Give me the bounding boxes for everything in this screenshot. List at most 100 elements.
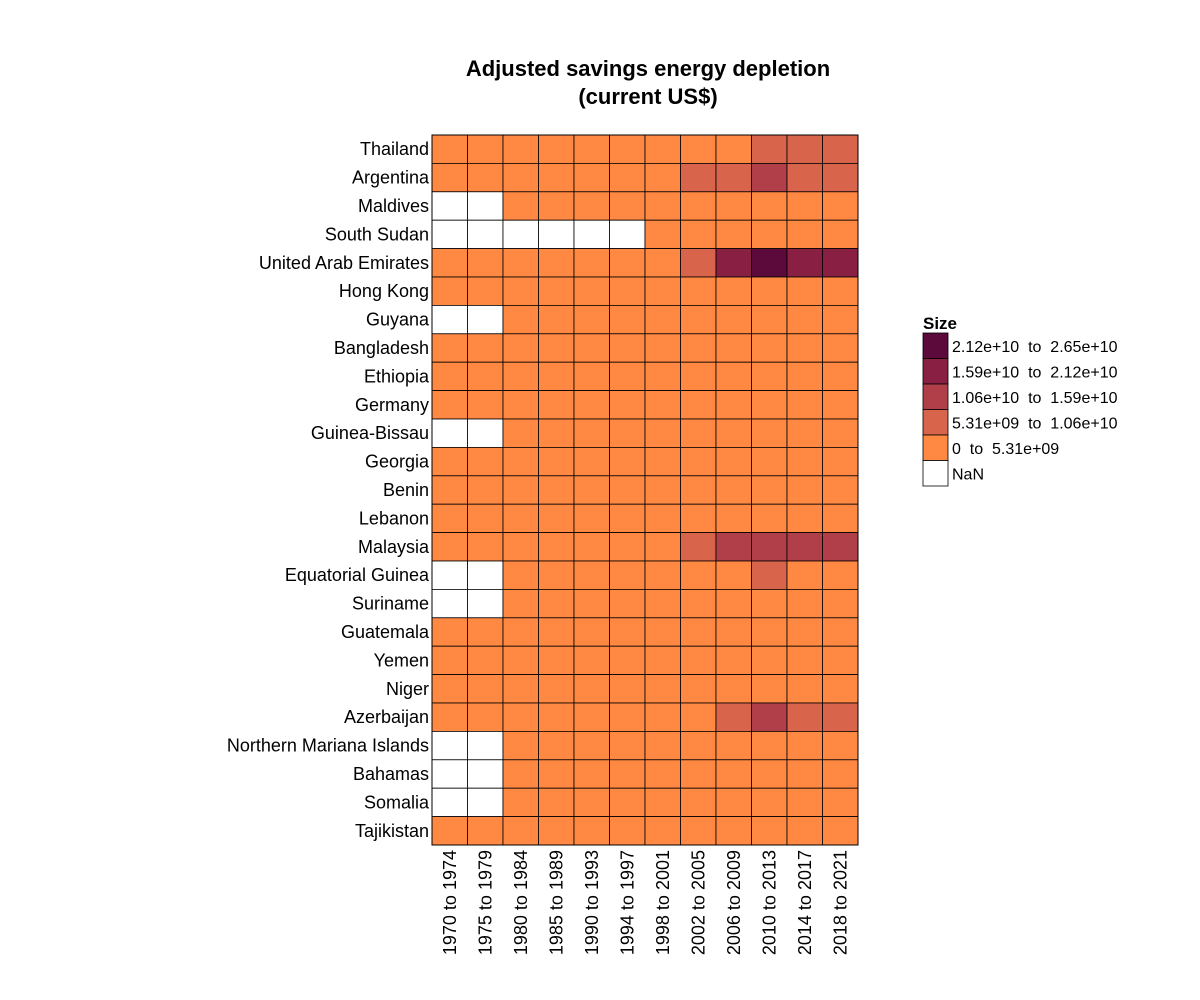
heatmap-cell <box>822 532 859 562</box>
heatmap-cell <box>786 191 823 221</box>
heatmap-cell <box>609 248 646 278</box>
y-tick-label: United Arab Emirates <box>259 253 429 273</box>
heatmap-cell <box>609 589 646 619</box>
heatmap-cell <box>644 333 681 363</box>
heatmap-cell <box>431 446 468 477</box>
heatmap-cell <box>715 503 752 534</box>
y-tick-label: Bahamas <box>353 764 429 784</box>
heatmap-cell <box>715 731 752 761</box>
heatmap-cell <box>715 333 752 363</box>
heatmap-cell <box>786 219 823 249</box>
x-tick-label: 2010 to 2013 <box>759 850 779 955</box>
heatmap-cell <box>644 589 681 619</box>
chart-title: Adjusted savings energy depletion (curren… <box>466 56 830 109</box>
heatmap-cell <box>680 645 717 676</box>
legend-label: 0 to 5.31e+09 <box>952 441 1059 458</box>
heatmap-cell <box>467 589 504 619</box>
heatmap-cell <box>786 589 823 619</box>
heatmap-cell <box>715 390 752 420</box>
heatmap-cell <box>644 418 681 448</box>
heatmap-cell <box>822 162 859 193</box>
heatmap-cell <box>680 361 717 392</box>
heatmap-cell <box>822 617 859 647</box>
heatmap-cell <box>467 191 504 221</box>
heatmap-cell <box>715 475 752 505</box>
heatmap-cell <box>822 248 859 278</box>
heatmap-cell <box>751 219 788 249</box>
heatmap-cell <box>573 787 610 818</box>
heatmap-cell <box>644 361 681 392</box>
heatmap-cell <box>538 560 575 590</box>
y-tick-label: Azerbaijan <box>344 707 429 727</box>
heatmap-cell <box>680 503 717 534</box>
heatmap-cell <box>822 702 859 732</box>
heatmap-cell <box>822 816 859 846</box>
heatmap-cell <box>644 617 681 647</box>
heatmap-cell <box>822 219 859 249</box>
heatmap-cell <box>609 276 646 306</box>
heatmap-cell <box>751 617 788 647</box>
heatmap-cell <box>538 219 575 249</box>
heatmap-cell <box>431 304 468 335</box>
legend-label: 5.31e+09 to 1.06e+10 <box>952 415 1118 432</box>
heatmap-border <box>431 134 859 846</box>
heatmap-cell <box>751 162 788 193</box>
heatmap-cell <box>715 674 752 704</box>
heatmap-cell <box>715 560 752 590</box>
heatmap-cell <box>644 248 681 278</box>
heatmap-cell <box>751 446 788 477</box>
y-tick-label: Niger <box>386 679 429 699</box>
heatmap-cell <box>786 248 823 278</box>
heatmap-cell <box>751 731 788 761</box>
heatmap-cell <box>644 645 681 676</box>
heatmap-cell <box>680 248 717 278</box>
heatmap-cell <box>467 248 504 278</box>
heatmap-cell <box>431 731 468 761</box>
heatmap-cell <box>431 333 468 363</box>
heatmap-cell <box>609 390 646 420</box>
heatmap-cell <box>751 787 788 818</box>
y-tick-label: Georgia <box>365 452 430 472</box>
heatmap-cell <box>573 532 610 562</box>
legend-swatch <box>922 383 949 410</box>
heatmap-cell <box>573 191 610 221</box>
heatmap-cell <box>431 759 468 789</box>
heatmap-cell <box>751 702 788 732</box>
x-tick-label: 2014 to 2017 <box>795 850 815 955</box>
heatmap-cell <box>609 532 646 562</box>
heatmap-cell <box>751 333 788 363</box>
heatmap-cell <box>467 702 504 732</box>
heatmap-cell <box>431 674 468 704</box>
heatmap-cell <box>502 731 539 761</box>
heatmap-cell <box>680 304 717 335</box>
x-axis-tick-labels: 1970 to 1974 1975 to 1979 1980 to 1984 1985… <box>440 850 851 955</box>
heatmap-cell <box>609 134 646 164</box>
heatmap-cell <box>431 503 468 534</box>
x-tick-label: 1985 to 1989 <box>546 850 566 955</box>
heatmap-cell <box>715 361 752 392</box>
heatmap-cell <box>467 787 504 818</box>
heatmap-cell <box>786 390 823 420</box>
heatmap-cell <box>644 816 681 846</box>
heatmap-cell <box>502 304 539 335</box>
heatmap-cell <box>573 560 610 590</box>
heatmap-cell <box>502 759 539 789</box>
heatmap-cell <box>538 674 575 704</box>
heatmap-cell <box>538 475 575 505</box>
heatmap-cell <box>502 560 539 590</box>
heatmap-cell <box>467 446 504 477</box>
heatmap-cell <box>431 219 468 249</box>
heatmap-cell <box>431 617 468 647</box>
heatmap-cell <box>680 674 717 704</box>
heatmap-cell <box>644 134 681 164</box>
heatmap-cell <box>786 446 823 477</box>
heatmap-cell <box>538 248 575 278</box>
heatmap-cell <box>822 446 859 477</box>
heatmap-cell <box>573 617 610 647</box>
heatmap-cell <box>538 532 575 562</box>
heatmap-cell <box>502 816 539 846</box>
heatmap-cell <box>609 446 646 477</box>
heatmap-cell <box>573 503 610 534</box>
legend-label: 1.59e+10 to 2.12e+10 <box>952 364 1118 381</box>
